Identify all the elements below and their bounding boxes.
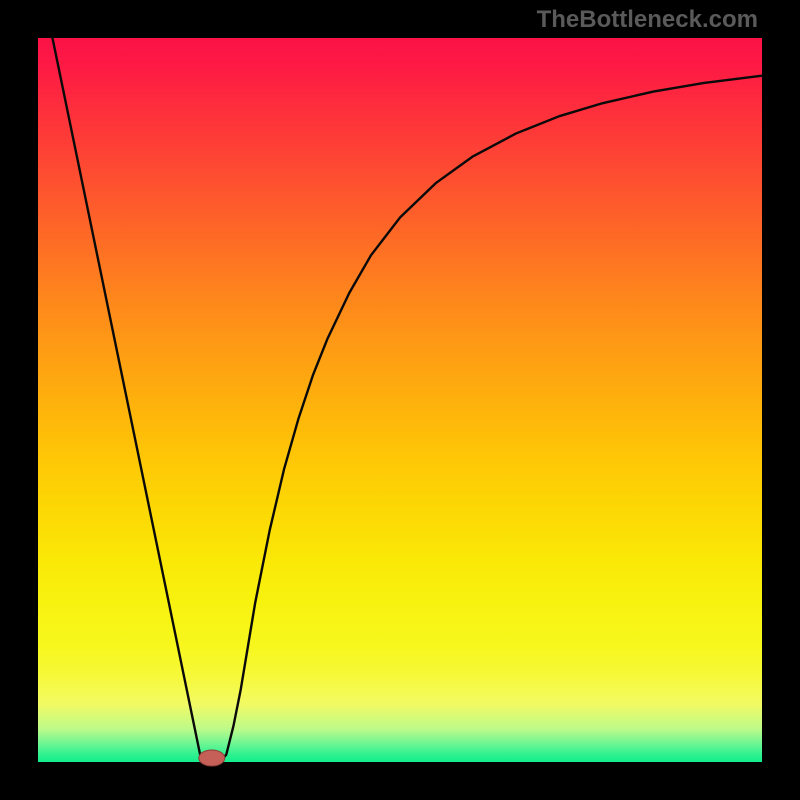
plot-background (38, 38, 762, 762)
bottleneck-chart (0, 0, 800, 800)
chart-container: TheBottleneck.com (0, 0, 800, 800)
optimal-point-marker (199, 750, 225, 766)
watermark-text: TheBottleneck.com (537, 6, 758, 34)
